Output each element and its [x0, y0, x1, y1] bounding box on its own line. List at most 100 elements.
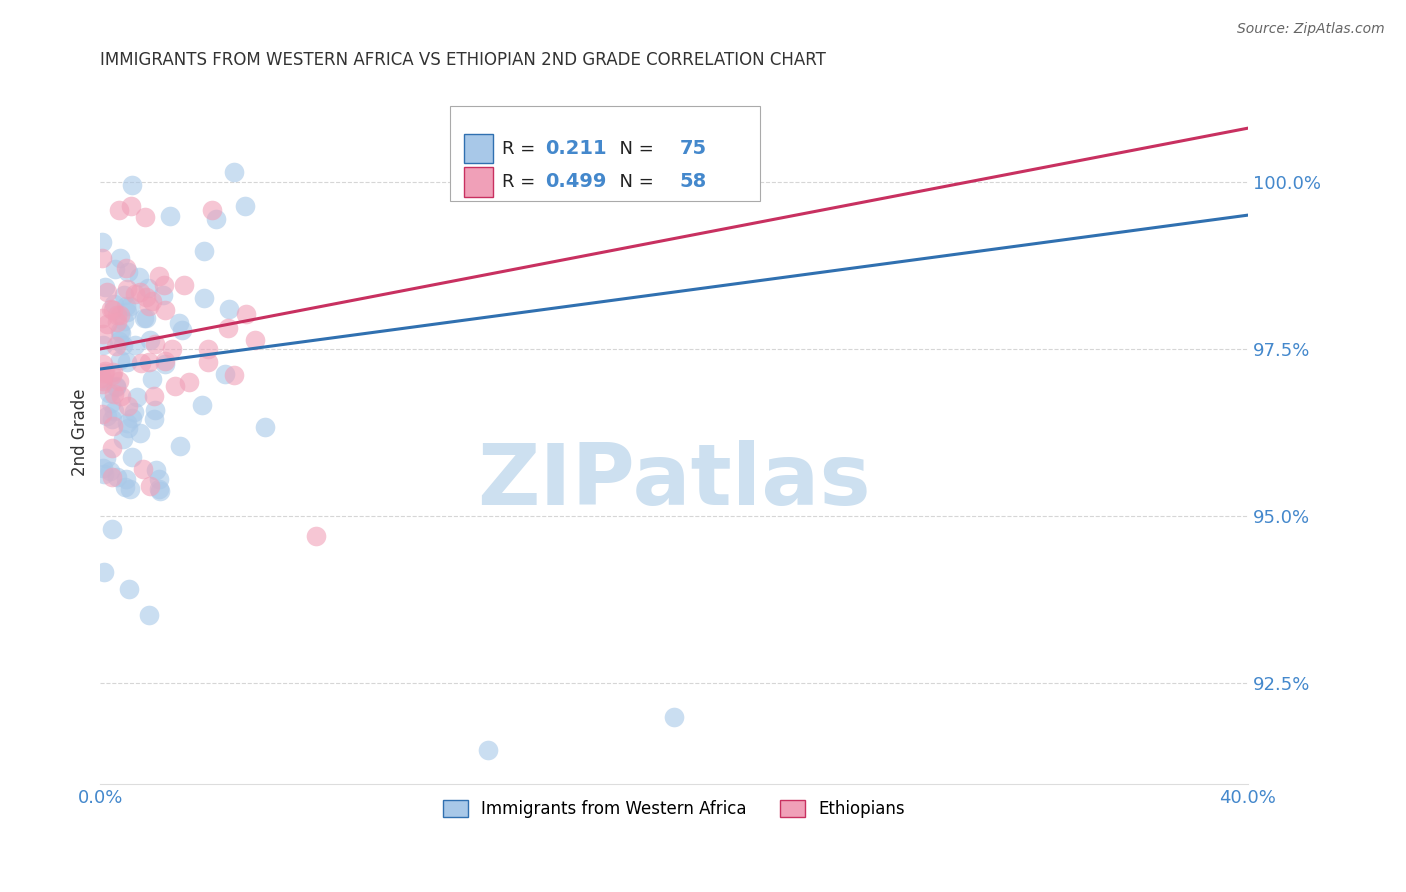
Point [105, 308, 128, 322]
Point [121, 178, 143, 193]
Point [125, 390, 148, 404]
Point [132, 462, 155, 476]
Point [101, 365, 124, 379]
Text: R =: R = [502, 173, 541, 191]
Point [169, 439, 191, 453]
Point [105, 315, 128, 329]
Point [167, 316, 190, 330]
Point [662, 710, 685, 724]
Point [98, 464, 121, 478]
Point [233, 199, 256, 213]
Point [100, 412, 122, 426]
Point [101, 522, 124, 536]
Point [149, 483, 172, 498]
Point [103, 297, 125, 311]
Point [197, 343, 219, 357]
Point [129, 285, 152, 300]
Point [112, 314, 135, 328]
Point [170, 323, 193, 337]
Point [115, 260, 138, 275]
Point [253, 420, 276, 434]
Point [104, 262, 127, 277]
Point [128, 270, 150, 285]
Point [108, 334, 131, 348]
Point [112, 288, 135, 302]
Point [218, 321, 240, 335]
Point [101, 469, 124, 483]
Point [141, 372, 163, 386]
Point [107, 374, 129, 388]
Point [224, 165, 246, 179]
Point [155, 358, 177, 372]
Point [152, 288, 174, 302]
Point [136, 281, 159, 295]
Text: 0.211: 0.211 [546, 139, 607, 158]
Point [93, 565, 115, 579]
Point [110, 353, 132, 368]
Point [104, 339, 127, 353]
Bar [464, 167, 492, 196]
Point [135, 310, 157, 325]
Point [139, 333, 162, 347]
Point [112, 432, 135, 446]
Point [110, 324, 132, 338]
Point [243, 334, 266, 348]
Point [101, 302, 124, 317]
Point [159, 209, 181, 223]
Point [100, 395, 122, 409]
Point [91, 374, 114, 388]
Bar [464, 134, 492, 163]
Point [197, 355, 219, 369]
Point [90, 235, 112, 249]
Point [117, 265, 139, 279]
Point [148, 472, 170, 486]
Text: N =: N = [607, 140, 659, 158]
Point [153, 278, 176, 293]
Point [224, 368, 246, 382]
Point [91, 461, 114, 475]
Point [90, 376, 112, 391]
Point [117, 305, 139, 319]
Point [93, 467, 115, 482]
Point [120, 199, 142, 213]
Point [138, 355, 160, 369]
Point [139, 478, 162, 492]
Point [105, 470, 128, 484]
Point [115, 300, 138, 314]
Point [145, 336, 167, 351]
Legend: Immigrants from Western Africa, Ethiopians: Immigrants from Western Africa, Ethiopia… [436, 793, 912, 824]
Point [165, 378, 187, 392]
Point [118, 582, 141, 597]
Point [115, 416, 138, 430]
Point [114, 480, 136, 494]
Point [129, 356, 152, 370]
Point [121, 450, 143, 464]
Point [142, 412, 165, 426]
Point [110, 308, 132, 322]
Point [121, 410, 143, 425]
Point [162, 342, 184, 356]
Point [96, 285, 118, 299]
Point [204, 212, 226, 227]
Point [124, 287, 146, 301]
Point [110, 389, 132, 403]
Point [153, 354, 176, 368]
Point [101, 418, 124, 433]
Point [97, 385, 120, 400]
Point [112, 338, 135, 352]
Point [105, 378, 128, 392]
Point [94, 364, 117, 378]
Text: 75: 75 [681, 139, 707, 158]
Text: R =: R = [502, 140, 541, 158]
Point [193, 244, 215, 258]
Point [105, 380, 128, 394]
Point [115, 473, 138, 487]
FancyBboxPatch shape [450, 106, 761, 201]
Point [179, 376, 201, 390]
Point [96, 451, 118, 466]
Text: N =: N = [607, 173, 659, 191]
Point [90, 371, 112, 385]
Point [101, 441, 124, 455]
Point [214, 367, 236, 381]
Point [115, 282, 138, 296]
